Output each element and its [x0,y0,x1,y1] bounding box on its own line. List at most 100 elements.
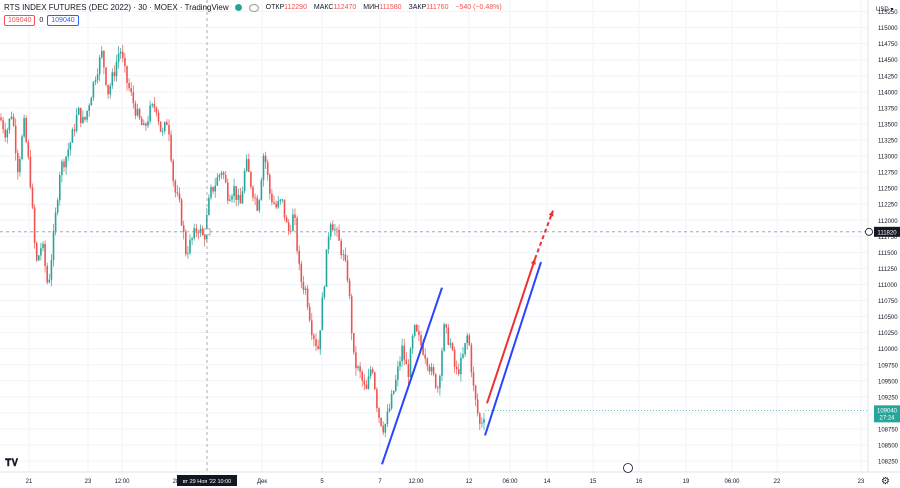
candle-body [189,239,191,254]
sell-button[interactable]: 109040 [4,15,36,26]
candle-body [474,385,477,400]
candle-body [434,374,437,388]
candle-body [98,57,101,75]
candle-body [96,74,99,81]
candle-body [264,155,267,163]
candle-body [367,376,370,389]
candle-body [481,422,483,424]
candle-body [155,107,158,113]
drawings[interactable] [381,210,554,465]
candle-body [128,83,130,89]
candle-body [390,393,393,409]
buy-button[interactable]: 109040 [47,15,79,26]
candle-body [143,123,145,126]
candle-body [31,187,34,208]
y-tick-label: 109500 [878,379,899,385]
candle-body [243,171,246,192]
candle-body [191,238,193,240]
candle-body [403,345,405,360]
candle-body [14,125,17,154]
x-tick-label: 16 [636,479,643,485]
candle-body [353,333,355,353]
candle-body [180,199,183,226]
candle-body [12,116,15,126]
y-tick-label: 109750 [878,363,899,369]
candle-body [193,228,195,239]
grid [0,0,868,472]
candle-body [19,159,21,173]
candle-body [382,425,384,433]
candles [0,44,485,438]
candle-body [115,61,118,77]
y-tick-label: 110000 [878,347,898,353]
crosshair-price-text: 111820 [877,230,897,236]
candle-body [77,107,80,115]
candle-body [336,229,338,231]
candle-body [409,348,412,378]
crosshair-price-label [874,226,900,237]
candle-body [416,325,418,332]
crosshair-marker [203,228,211,236]
candle-body [342,254,345,256]
candle-body [296,217,298,251]
x-tick-label: 19 [683,479,690,485]
candle-body [260,180,263,200]
candle-body [224,174,227,183]
candle-body [17,153,19,173]
symbol-title[interactable]: RTS INDEX FUTURES (DEC 2022) · 30 · MOEX… [4,3,229,12]
candle-body [245,159,248,172]
candle-body [451,343,454,350]
candle-body [363,380,366,385]
candle-body [262,155,265,181]
candle-body [170,134,172,161]
candle-body [6,129,9,138]
y-tick-label: 112500 [878,187,898,193]
candle-body [439,375,441,389]
scroll-to-realtime-icon[interactable] [865,227,873,236]
eye-icon[interactable] [248,3,259,12]
candle-body [101,50,103,58]
candle-body [23,117,25,137]
candle-body [109,85,111,95]
y-tick-label: 111750 [878,235,898,241]
trend-line[interactable] [484,261,542,436]
candle-body [443,324,445,351]
arrow-line[interactable] [486,258,536,404]
candle-body [413,325,416,336]
candle-body [277,201,279,208]
arrow-dashed-line[interactable] [534,210,554,260]
candle-body [388,408,391,412]
y-tick-label: 111250 [878,267,898,273]
candle-body [302,282,305,291]
candle-body [432,367,435,375]
trend-line[interactable] [381,287,443,465]
candle-body [271,193,273,203]
y-tick-label: 111500 [878,251,898,257]
candle-body [210,186,212,198]
candle-body [430,367,433,372]
y-tick-label: 115000 [878,26,898,32]
candle-body [344,254,347,261]
candle-body [229,199,231,201]
candle-body [75,114,78,131]
tradingview-logo-icon[interactable]: 𝐓𝐕 [5,458,19,469]
candle-body [227,182,229,201]
candle-body [153,104,156,108]
candle-body [197,232,200,234]
candle-body [73,129,76,131]
candle-body [466,335,468,344]
gear-icon[interactable]: ⚙ [881,476,890,487]
scroll-icon[interactable] [623,463,633,473]
candle-body [214,185,216,192]
candle-body [29,156,32,188]
candle-body [172,160,174,181]
y-tick-label: 113250 [878,138,898,144]
ohlc-values: ОТКР112290 МАКС112470 МИН111580 ЗАКР1117… [265,4,502,11]
candle-body [38,255,40,261]
candle-body [428,366,431,372]
candle-body [69,142,72,150]
candle-body [21,136,23,160]
currency-selector[interactable]: USD ▾ [876,7,894,13]
y-tick-label: 115250 [878,10,898,16]
